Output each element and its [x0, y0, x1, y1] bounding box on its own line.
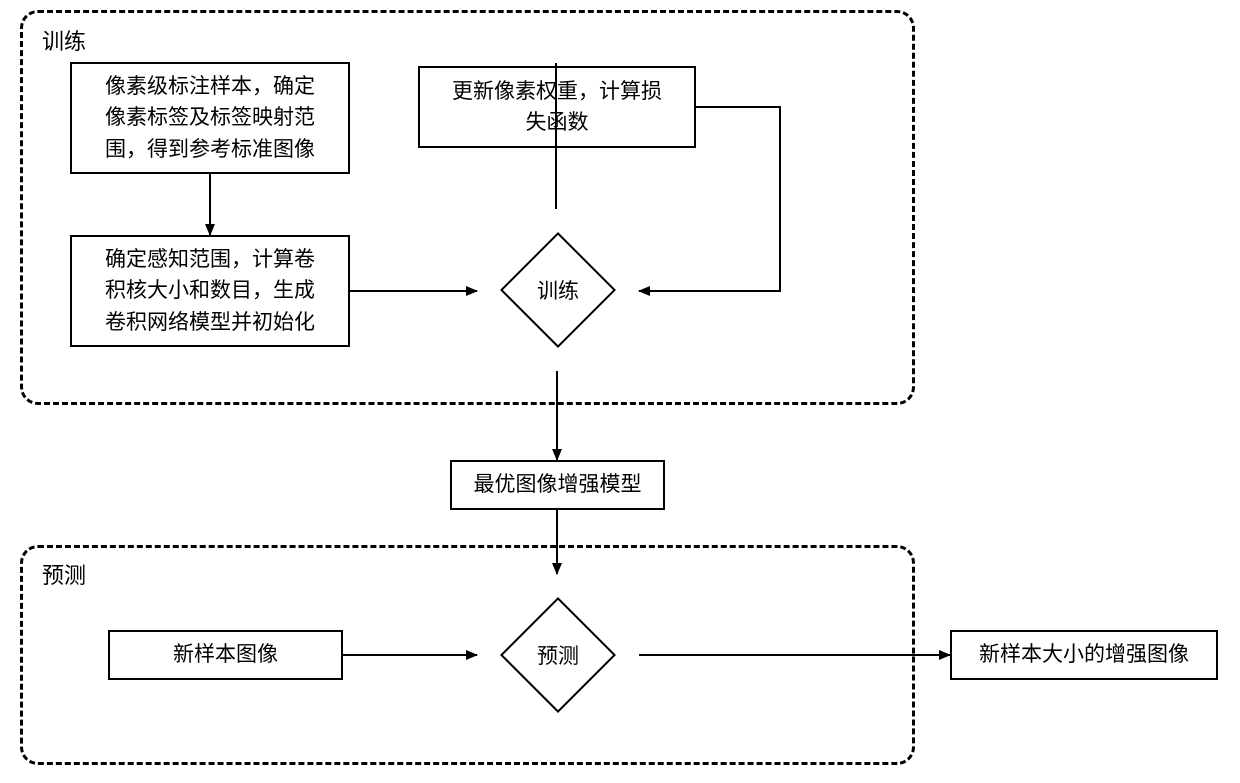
node-new-sample: 新样本图像 [108, 630, 343, 680]
node-text: 预测 [537, 640, 579, 670]
node-text: 确定感知范围，计算卷积核大小和数目，生成卷积网络模型并初始化 [105, 244, 315, 339]
node-update-weights: 更新像素权重，计算损失函数 [418, 66, 696, 148]
node-text: 更新像素权重，计算损失函数 [452, 76, 662, 139]
node-train-decision: 训练 [500, 232, 616, 348]
node-sample-annotation: 像素级标注样本，确定像素标签及标签映射范围，得到参考标准图像 [70, 62, 350, 174]
node-text: 训练 [537, 275, 579, 305]
node-enhanced-output: 新样本大小的增强图像 [950, 630, 1218, 680]
node-text: 像素级标注样本，确定像素标签及标签映射范围，得到参考标准图像 [105, 71, 315, 166]
node-text: 新样本大小的增强图像 [979, 639, 1189, 671]
predict-section-label: 预测 [42, 558, 86, 590]
node-conv-init: 确定感知范围，计算卷积核大小和数目，生成卷积网络模型并初始化 [70, 235, 350, 347]
training-section-label: 训练 [42, 24, 86, 56]
node-text: 最优图像增强模型 [474, 469, 642, 501]
node-text: 新样本图像 [173, 639, 278, 671]
node-predict-decision: 预测 [500, 597, 616, 713]
node-optimal-model: 最优图像增强模型 [450, 460, 665, 510]
